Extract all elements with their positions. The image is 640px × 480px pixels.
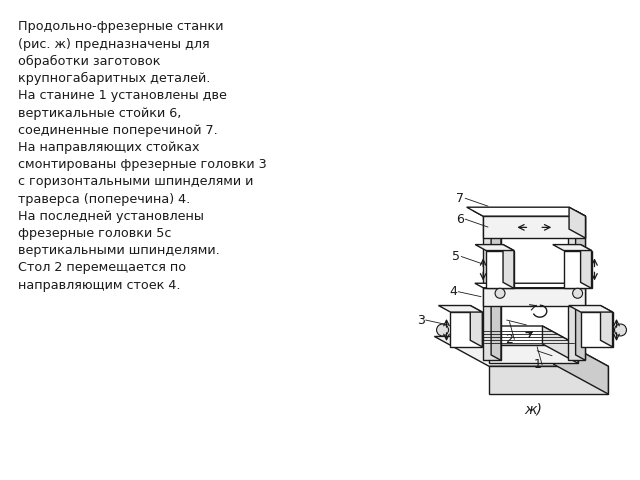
Text: 5: 5	[452, 250, 460, 263]
Polygon shape	[467, 207, 586, 216]
Polygon shape	[483, 216, 586, 238]
Text: Продольно-фрезерные станки
(рис. ж) предназначены для
обработки заготовок
крупно: Продольно-фрезерные станки (рис. ж) пред…	[18, 21, 266, 292]
Polygon shape	[600, 305, 612, 347]
Text: 1: 1	[533, 358, 541, 371]
Polygon shape	[568, 216, 586, 360]
Polygon shape	[554, 336, 609, 394]
Polygon shape	[475, 245, 514, 251]
Polygon shape	[575, 211, 586, 360]
Polygon shape	[438, 305, 483, 312]
Polygon shape	[564, 251, 591, 288]
Circle shape	[573, 288, 582, 298]
Text: 4: 4	[449, 285, 457, 298]
Polygon shape	[580, 245, 591, 288]
Polygon shape	[543, 326, 578, 363]
Polygon shape	[486, 251, 514, 288]
Polygon shape	[557, 211, 586, 216]
Text: 6: 6	[456, 213, 464, 226]
Text: ж): ж)	[524, 402, 542, 416]
Polygon shape	[473, 211, 501, 216]
Polygon shape	[491, 211, 501, 360]
Text: 7: 7	[456, 192, 464, 205]
Polygon shape	[553, 245, 591, 251]
Polygon shape	[580, 312, 612, 347]
Text: 2: 2	[506, 333, 513, 346]
Polygon shape	[569, 207, 586, 238]
Circle shape	[495, 288, 505, 298]
Circle shape	[614, 324, 627, 336]
Polygon shape	[488, 346, 578, 363]
Polygon shape	[483, 216, 501, 360]
Polygon shape	[475, 283, 586, 288]
Polygon shape	[569, 305, 612, 312]
Text: 3: 3	[417, 313, 424, 326]
Polygon shape	[503, 245, 514, 288]
Circle shape	[436, 324, 449, 336]
Polygon shape	[489, 366, 609, 394]
Polygon shape	[451, 312, 483, 347]
Polygon shape	[483, 288, 586, 306]
Polygon shape	[470, 305, 483, 347]
Polygon shape	[453, 326, 578, 346]
Polygon shape	[435, 336, 609, 366]
